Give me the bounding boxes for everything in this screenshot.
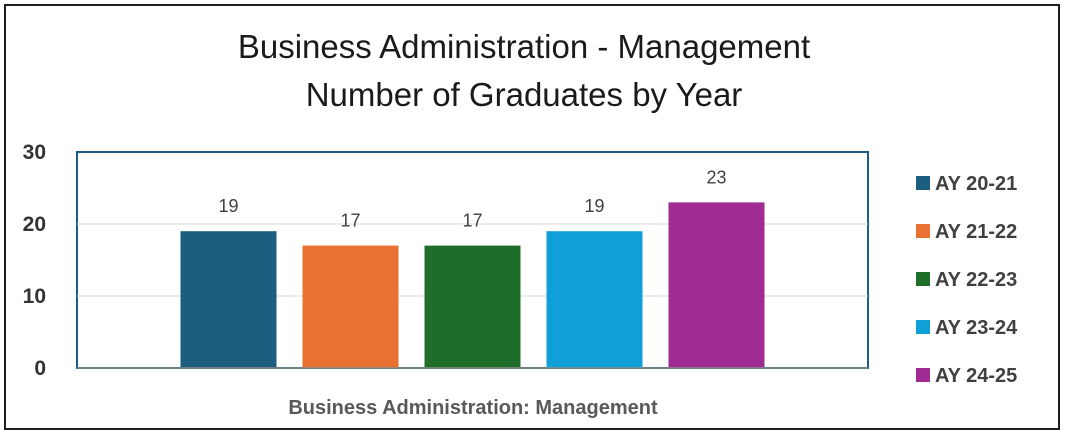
chart-title-line-2: Number of Graduates by Year [306, 76, 743, 113]
legend-entry: AY 24-25 [935, 365, 1017, 387]
y-tick-label: 20 [23, 213, 46, 236]
legend-swatch [916, 320, 930, 334]
bar [424, 245, 521, 368]
data-label: 19 [584, 196, 604, 216]
legend-swatch [916, 272, 930, 286]
bar [180, 231, 277, 368]
data-label: 19 [218, 196, 238, 216]
legend-entry: AY 21-22 [935, 221, 1017, 243]
legend-swatch [916, 176, 930, 190]
legend-entry: AY 20-21 [935, 173, 1017, 195]
legend: AY 20-21 AY 21-22 AY 22-23 AY 23-24 AY 24-25 [916, 173, 1018, 387]
chart-title-line-1: Business Administration - Management [238, 28, 810, 65]
y-tick-label: 0 [34, 357, 46, 380]
x-axis-label: Business Administration: Management [288, 397, 658, 419]
data-label: 23 [706, 167, 726, 187]
bar [546, 231, 643, 368]
data-label: 17 [340, 211, 360, 231]
data-label: 17 [462, 211, 482, 231]
legend-swatch [916, 224, 930, 238]
legend-swatch [916, 368, 930, 382]
data-labels: 19 17 17 19 23 [218, 167, 726, 230]
legend-entry: AY 22-23 [935, 269, 1017, 291]
bars [180, 202, 765, 368]
bar [668, 202, 765, 368]
bar [302, 245, 399, 368]
legend-entry: AY 23-24 [935, 317, 1018, 339]
y-axis-ticks: 0 10 20 30 [23, 141, 46, 380]
y-tick-label: 30 [23, 141, 46, 164]
y-tick-label: 10 [23, 285, 46, 308]
